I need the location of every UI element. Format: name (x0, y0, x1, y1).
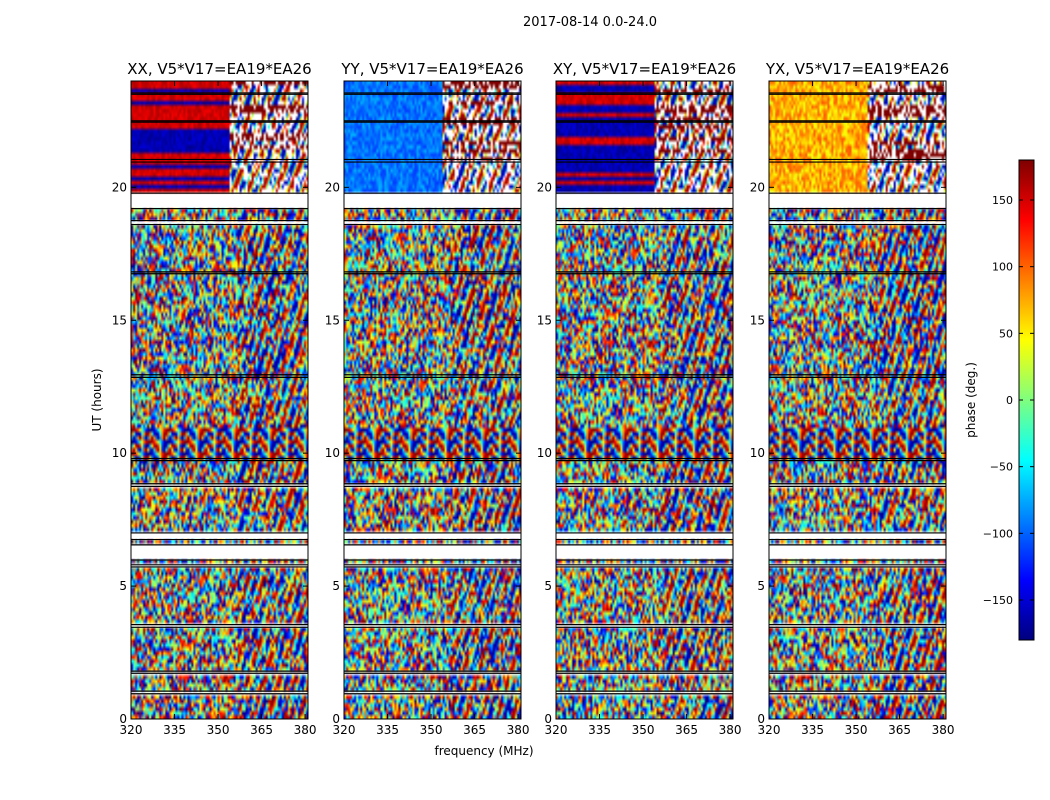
y-tick-label: 0 (119, 712, 127, 726)
x-tick-label: 335 (801, 723, 824, 737)
y-tick-label: 10 (325, 446, 340, 460)
panel-frame (555, 80, 734, 720)
y-tick-label: 5 (332, 579, 340, 593)
y-tick-label: 0 (544, 712, 552, 726)
x-tick-label: 380 (719, 723, 742, 737)
x-tick-label: 350 (845, 723, 868, 737)
panel-title: XY, V5*V17=EA19*EA26 (553, 60, 736, 78)
y-tick-label: 0 (757, 712, 765, 726)
colorbar-tick-label: 150 (992, 194, 1013, 207)
panel-title: YY, V5*V17=EA19*EA26 (340, 60, 523, 78)
x-tick-label: 320 (758, 723, 781, 737)
colorbar-tick-label: 100 (992, 261, 1013, 274)
x-tick-label: 380 (507, 723, 530, 737)
x-tick-label: 350 (420, 723, 443, 737)
y-tick-label: 20 (537, 180, 552, 194)
colorbar-tick-label: 50 (999, 327, 1013, 340)
x-tick-label: 335 (163, 723, 186, 737)
panels: XX, V5*V17=EA19*EA26 320 335 350 365 380 0 5 10 1… (112, 60, 955, 737)
colorbar-label: phase (deg.) (964, 362, 978, 438)
panel-yy: YY, V5*V17=EA19*EA26 320 335 350 365 380 0 5 10 1… (325, 60, 530, 737)
x-tick-label: 380 (932, 723, 955, 737)
x-tick-label: 320 (120, 723, 143, 737)
x-tick-label: 350 (632, 723, 655, 737)
y-tick-label: 5 (757, 579, 765, 593)
x-tick-label: 335 (376, 723, 399, 737)
colorbar: −150 −100 −50 0 50 100 150 (983, 159, 1035, 641)
x-tick-label: 365 (463, 723, 486, 737)
x-tick-label: 365 (888, 723, 911, 737)
panel-frame (768, 80, 947, 720)
y-tick-label: 10 (112, 446, 127, 460)
y-tick-label: 5 (119, 579, 127, 593)
x-tick-label: 320 (545, 723, 568, 737)
y-tick-label: 10 (750, 446, 765, 460)
x-tick-label: 365 (675, 723, 698, 737)
colorbar-tick-label: −50 (990, 461, 1013, 474)
y-tick-label: 15 (537, 313, 552, 327)
x-tick-label: 335 (588, 723, 611, 737)
y-tick-label: 15 (112, 313, 127, 327)
y-tick-label: 10 (537, 446, 552, 460)
suptitle: 2017-08-14 0.0-24.0 (523, 15, 657, 30)
colorbar-tick-label: 0 (1006, 394, 1013, 407)
panel-title: YX, V5*V17=EA19*EA26 (765, 60, 949, 78)
panel-yx: YX, V5*V17=EA19*EA26 320 335 350 365 380 0 5 10 1… (750, 60, 955, 737)
y-tick-label: 5 (544, 579, 552, 593)
y-axis-label: UT (hours) (90, 368, 104, 431)
panel-frame (343, 80, 522, 720)
y-tick-label: 15 (750, 313, 765, 327)
phase-waterfall (344, 81, 521, 719)
phase-waterfall (131, 81, 308, 719)
y-tick-label: 20 (750, 180, 765, 194)
x-axis-label: frequency (MHz) (434, 744, 533, 758)
x-tick-label: 320 (333, 723, 356, 737)
x-tick-label: 365 (250, 723, 273, 737)
colorbar-tick-label: −100 (983, 527, 1013, 540)
y-tick-label: 15 (325, 313, 340, 327)
panel-title: XX, V5*V17=EA19*EA26 (127, 60, 311, 78)
x-tick-label: 350 (207, 723, 230, 737)
colorbar-tick-label: −150 (983, 594, 1013, 607)
phase-waterfall (556, 81, 733, 719)
y-tick-label: 20 (112, 180, 127, 194)
phase-waterfall (769, 81, 946, 719)
panel-xy: XY, V5*V17=EA19*EA26 320 335 350 365 380 0 5 10 1… (537, 60, 742, 737)
x-tick-label: 380 (294, 723, 317, 737)
panel-frame (130, 80, 309, 720)
panel-xx: XX, V5*V17=EA19*EA26 320 335 350 365 380 0 5 10 1… (112, 60, 317, 737)
y-tick-label: 0 (332, 712, 340, 726)
y-tick-label: 20 (325, 180, 340, 194)
